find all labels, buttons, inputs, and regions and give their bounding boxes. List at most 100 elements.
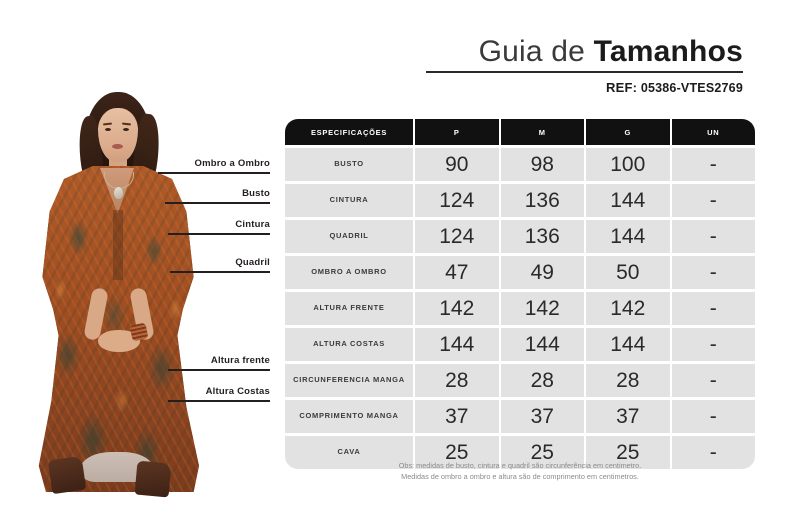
cell-size-p: 124 (415, 220, 499, 253)
eye-left (105, 128, 111, 131)
callout-leader-line (168, 400, 270, 402)
necklace-pendant (114, 187, 123, 199)
cell-size-g: 100 (586, 148, 670, 181)
cell-size-un: - (671, 436, 755, 469)
boot-left (47, 455, 87, 495)
cell-size-m: 144 (500, 328, 584, 361)
table-row: QUADRIL 124 136 144- (285, 220, 755, 253)
row-spec-label: BUSTO (285, 148, 413, 181)
column-header-g: G (586, 119, 670, 145)
title-underline (426, 70, 743, 73)
callout-leader-line (168, 369, 270, 371)
callout-leader-line (168, 233, 270, 235)
cell-size-un: - (671, 256, 755, 289)
cell-size-p: 47 (415, 256, 499, 289)
cell-size-un: - (671, 148, 755, 181)
cell-size-m: 37 (500, 400, 584, 433)
table-row: CINTURA 124 136 144- (285, 184, 755, 217)
cell-size-un: - (671, 328, 755, 361)
callout-label: Altura Costas (205, 386, 270, 397)
callout-leader-line (165, 202, 270, 204)
row-spec-label: COMPRIMENTO MANGA (285, 400, 413, 433)
cell-size-g: 144 (586, 328, 670, 361)
row-spec-label: CIRCUNFERENCIA MANGA (285, 364, 413, 397)
cell-size-m: 136 (500, 184, 584, 217)
row-spec-label: CINTURA (285, 184, 413, 217)
cell-size-m: 49 (500, 256, 584, 289)
lips (112, 144, 123, 149)
cell-size-p: 90 (415, 148, 499, 181)
reference-value: 05386-VTES2769 (640, 81, 743, 95)
row-spec-label: CAVA (285, 436, 413, 469)
callout-label: Busto (242, 188, 270, 199)
cell-size-g: 50 (586, 256, 670, 289)
page-title-bold: Tamanhos (593, 35, 743, 68)
measurement-note: Obs: medidas de busto, cintura e quadril… (283, 460, 757, 483)
cell-size-m: 25 (500, 436, 584, 469)
cell-size-m: 142 (500, 292, 584, 325)
cell-size-g: 37 (586, 400, 670, 433)
cell-size-m: 136 (500, 220, 584, 253)
cell-size-p: 142 (415, 292, 499, 325)
cell-size-un: - (671, 364, 755, 397)
table-row: OMBRO A OMBRO 47 49 50- (285, 256, 755, 289)
callout-label: Cintura (235, 219, 270, 230)
table-row: BUSTO 90 98 100- (285, 148, 755, 181)
size-table: ESPECIFICAÇÕES P M G UN BUSTO 90 98 100- CIN… (283, 116, 757, 472)
table-row: CAVA 25 25 25- (285, 436, 755, 469)
dress-button-placket (113, 210, 123, 280)
callout-leader-line (158, 172, 270, 174)
page-title-light: Guia de (478, 35, 594, 68)
table-row: ALTURA COSTAS 144 144 144- (285, 328, 755, 361)
cell-size-p: 37 (415, 400, 499, 433)
row-spec-label: QUADRIL (285, 220, 413, 253)
title-block: Guia de Tamanhos REF: 05386-VTES2769 (283, 36, 743, 95)
cell-size-m: 98 (500, 148, 584, 181)
row-spec-label: ALTURA FRENTE (285, 292, 413, 325)
table-row: COMPRIMENTO MANGA 37 37 37- (285, 400, 755, 433)
size-table-head: ESPECIFICAÇÕES P M G UN (285, 119, 755, 145)
cell-size-un: - (671, 184, 755, 217)
table-row: ALTURA FRENTE 142 142 142- (285, 292, 755, 325)
page-title: Guia de Tamanhos (283, 36, 743, 68)
callout-label: Ombro a Ombro (194, 158, 270, 169)
measurement-note-line-2: Medidas de ombro a ombro e altura são de… (401, 472, 639, 482)
product-photo-panel: Ombro a Ombro Busto Cintura Quadril Altura f… (0, 0, 290, 505)
table-header-row: ESPECIFICAÇÕES P M G UN (285, 119, 755, 145)
cell-size-g: 144 (586, 184, 670, 217)
hands (98, 330, 140, 352)
cell-size-un: - (671, 220, 755, 253)
cell-size-g: 28 (586, 364, 670, 397)
measurement-note-line-1: Obs: medidas de busto, cintura e quadril… (398, 461, 642, 470)
boot-right (134, 460, 172, 498)
wrist-bangles (129, 322, 149, 342)
cell-size-un: - (671, 292, 755, 325)
size-guide-panel: Guia de Tamanhos REF: 05386-VTES2769 ESP… (283, 0, 800, 505)
model-photo (28, 92, 208, 498)
cell-size-un: - (671, 400, 755, 433)
cell-size-p: 28 (415, 364, 499, 397)
column-header-m: M (500, 119, 584, 145)
cell-size-p: 124 (415, 184, 499, 217)
column-header-p: P (415, 119, 499, 145)
cell-size-g: 25 (586, 436, 670, 469)
reference-code: REF: 05386-VTES2769 (283, 80, 743, 95)
row-spec-label: ALTURA COSTAS (285, 328, 413, 361)
table-row: CIRCUNFERENCIA MANGA 28 28 28- (285, 364, 755, 397)
callout-label: Altura frente (210, 355, 270, 366)
column-header-un: UN (671, 119, 755, 145)
cell-size-g: 142 (586, 292, 670, 325)
cell-size-m: 28 (500, 364, 584, 397)
cell-size-p: 144 (415, 328, 499, 361)
cell-size-g: 144 (586, 220, 670, 253)
row-spec-label: OMBRO A OMBRO (285, 256, 413, 289)
callout-leader-line (170, 271, 270, 273)
paisley-maxi-dress (38, 166, 199, 492)
reference-label: REF: (605, 80, 638, 95)
cell-size-p: 25 (415, 436, 499, 469)
callout-label: Quadril (235, 257, 270, 268)
face (98, 108, 138, 162)
column-header-specifications: ESPECIFICAÇÕES (285, 119, 413, 145)
size-table-body: BUSTO 90 98 100- CINTURA 124 136 144- QUADRIL 124… (285, 148, 755, 469)
eye-right (123, 128, 129, 131)
